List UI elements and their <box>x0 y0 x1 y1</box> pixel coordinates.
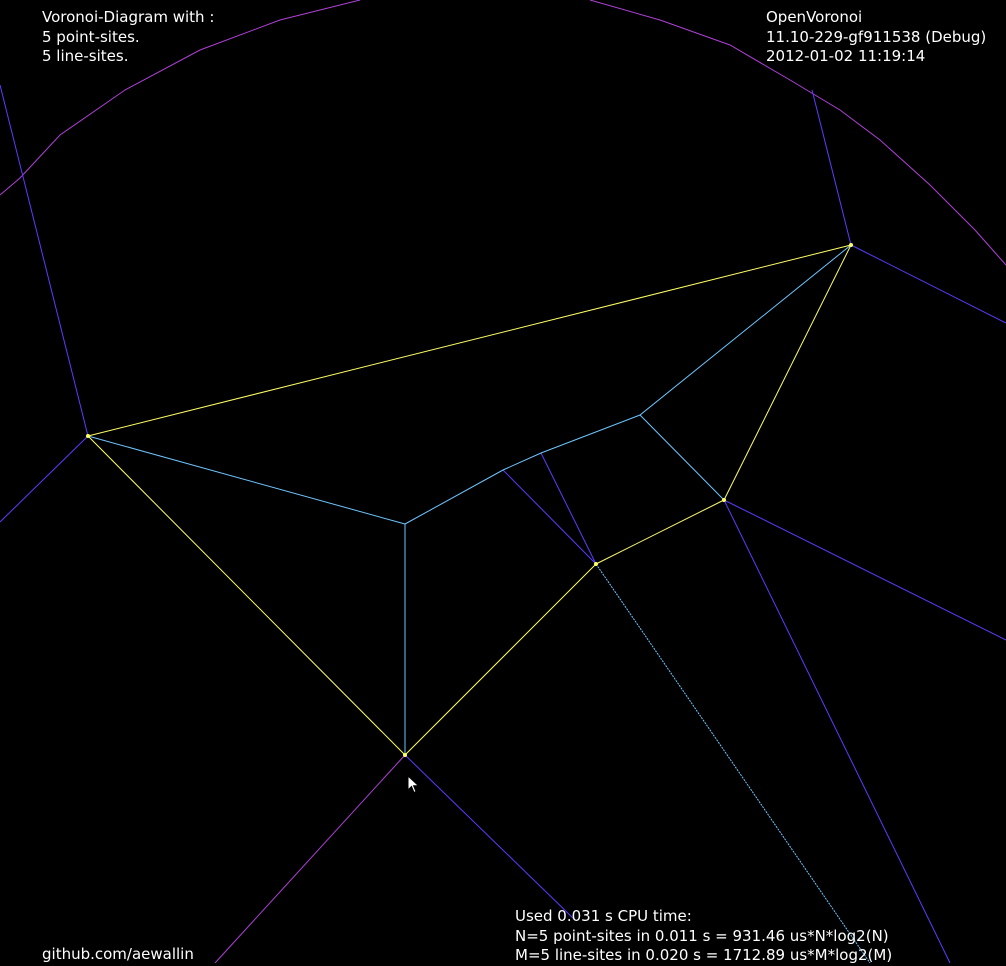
line-site-left-diagonal <box>87 435 406 756</box>
offset-arc-top <box>0 0 361 196</box>
edge-center-chain <box>404 244 852 525</box>
point-site-right <box>722 498 726 502</box>
separator-right-upper <box>850 244 1006 324</box>
separator-left-upper <box>0 84 89 437</box>
separators <box>0 84 1006 963</box>
separator-right-lower <box>723 499 951 963</box>
line-site-lower-middle <box>404 563 597 756</box>
run-timestamp: 2012-01-02 11:19:14 <box>766 47 926 65</box>
cpu-time: Used 0.031 s CPU time: <box>515 907 692 925</box>
point-timing: N=5 point-sites in 0.011 s = 931.46 us*N… <box>515 926 889 945</box>
point-site-top-right <box>849 243 853 247</box>
separator-top-right <box>811 89 852 246</box>
diagram-header: Voronoi-Diagram with : <box>42 8 215 26</box>
edge-long-diagonal <box>595 563 871 963</box>
point-site-left <box>86 434 90 438</box>
line-site-top <box>87 244 852 437</box>
point-site-middle <box>594 562 598 566</box>
voronoi-edges <box>87 244 871 963</box>
separator-left-lower <box>0 435 89 523</box>
point-sites-count: 5 point-sites. <box>42 27 140 46</box>
line-timing: M=5 line-sites in 0.020 s = 1712.89 us*M… <box>515 946 893 964</box>
app-info: OpenVoronoi 11.10-229-gf911538 (Debug) 2… <box>766 8 986 67</box>
app-name: OpenVoronoi <box>766 8 863 26</box>
app-version: 11.10-229-gf911538 (Debug) <box>766 27 987 46</box>
timing-info: Used 0.031 s CPU time: N=5 point-sites i… <box>515 907 892 966</box>
line-sites <box>87 244 852 756</box>
edge-left-to-center <box>87 435 406 525</box>
point-sites <box>86 243 853 757</box>
separator-right-middle <box>723 499 1006 641</box>
separator-center-b <box>502 469 597 565</box>
offset-arc-top-right <box>589 0 1006 266</box>
line-site-right <box>723 244 852 501</box>
separator-center-a <box>540 452 597 565</box>
credit-link: github.com/aewallin <box>42 945 194 963</box>
line-sites-count: 5 line-sites. <box>42 47 129 65</box>
separator-bottom <box>404 754 576 921</box>
diagram-info: Voronoi-Diagram with : 5 point-sites. 5 … <box>42 8 214 67</box>
point-site-bottom <box>403 753 407 757</box>
edge-inner-right <box>639 414 725 501</box>
mouse-pointer-icon <box>407 775 420 794</box>
line-site-middle-right <box>595 499 725 565</box>
offset-line-bottom-left <box>214 754 406 963</box>
